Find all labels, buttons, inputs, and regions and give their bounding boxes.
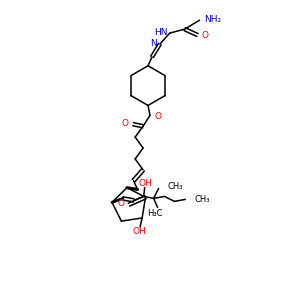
Text: CH₃: CH₃ <box>167 182 183 191</box>
Text: CH₃: CH₃ <box>194 195 210 204</box>
Text: O: O <box>117 199 124 208</box>
Text: OH: OH <box>139 179 153 188</box>
Text: N: N <box>150 38 157 47</box>
Text: O: O <box>121 119 128 128</box>
Text: O: O <box>202 31 208 40</box>
Text: OH: OH <box>132 227 146 236</box>
Text: H₃C: H₃C <box>147 209 162 218</box>
Text: NH₂: NH₂ <box>205 15 222 24</box>
Text: HN: HN <box>154 28 168 37</box>
Text: O: O <box>155 112 162 121</box>
